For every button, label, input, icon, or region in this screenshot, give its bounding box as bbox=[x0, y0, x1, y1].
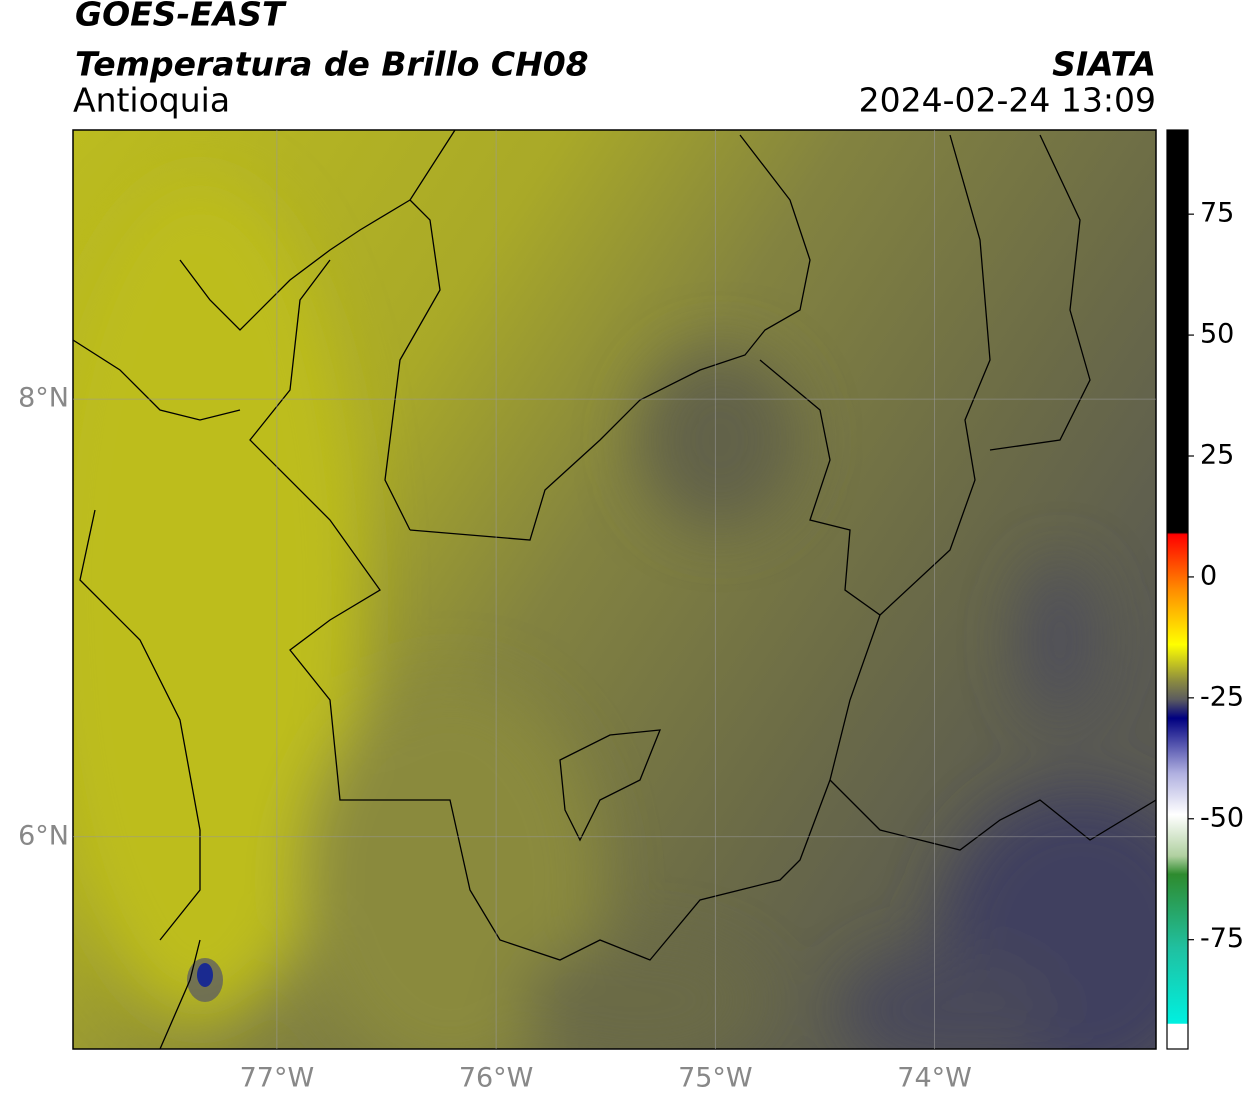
subtitle: Temperatura de Brillo CH08 bbox=[75, 45, 589, 84]
x-tick-label: 77°W bbox=[240, 1063, 315, 1094]
y-tick-label: 8°N bbox=[18, 383, 69, 414]
datetime: 2024-02-24 13:09 bbox=[859, 81, 1156, 120]
colorbar-tick-label: 25 bbox=[1200, 440, 1234, 471]
colorbar-tick-label: -25 bbox=[1200, 681, 1244, 712]
colorbar-tick-label: 0 bbox=[1200, 560, 1217, 591]
map-image bbox=[73, 130, 1156, 1049]
region: Antioquia bbox=[73, 81, 230, 120]
map-frame bbox=[72, 129, 1157, 1050]
colorbar-tick-label: -75 bbox=[1200, 923, 1244, 954]
x-tick-label: 76°W bbox=[459, 1063, 534, 1094]
colorbar-tick-label: 75 bbox=[1200, 198, 1234, 229]
agency: SIATA bbox=[1052, 45, 1156, 84]
colorbar-tick-label: 50 bbox=[1200, 319, 1234, 350]
x-tick-label: 75°W bbox=[678, 1063, 753, 1094]
title: GOES-EAST bbox=[75, 0, 287, 34]
x-tick-label: 74°W bbox=[897, 1063, 972, 1094]
colorbar bbox=[1166, 129, 1189, 1050]
y-tick-label: 6°N bbox=[18, 820, 69, 851]
colorbar-tick-label: -50 bbox=[1200, 802, 1244, 833]
